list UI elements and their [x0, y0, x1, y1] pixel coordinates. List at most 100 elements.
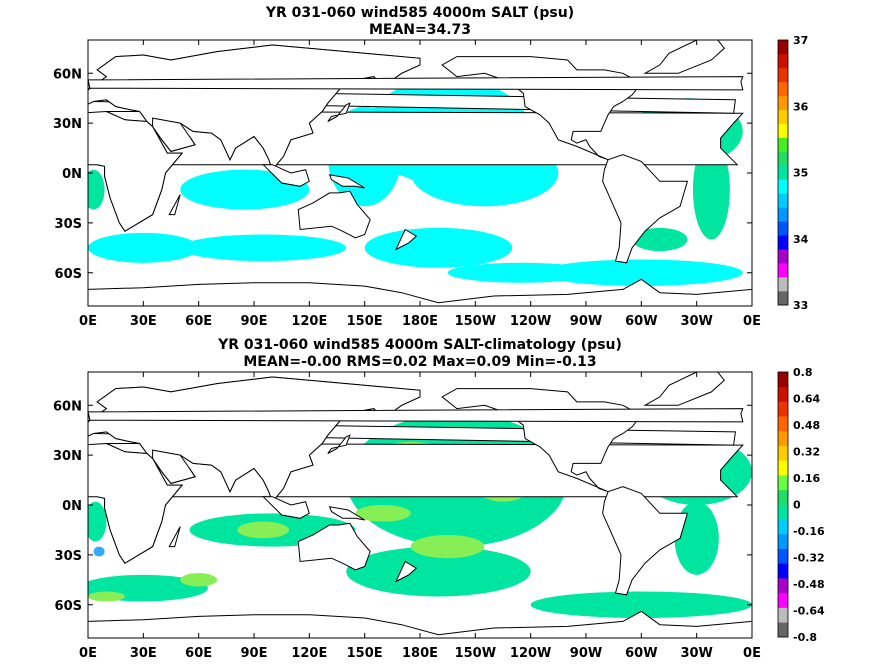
- y-tick-label: 60S: [55, 599, 82, 614]
- colorbar-swatch: [778, 179, 788, 194]
- colorbar-label: -0.32: [793, 552, 825, 565]
- x-tick-label: 150W: [455, 314, 496, 329]
- chart-subtitle: MEAN=-0.00 RMS=0.02 Max=0.09 Min=-0.13: [243, 354, 596, 370]
- colorbar-label: -0.16: [793, 525, 825, 538]
- coastline-japan: [327, 102, 351, 122]
- colorbar-label: 0.64: [793, 393, 820, 406]
- x-tick-label: 120W: [510, 314, 551, 329]
- coastline-antarctica: [88, 610, 752, 638]
- coastline-japan: [327, 434, 351, 454]
- colorbar-swatch: [778, 137, 788, 152]
- colorbar-swatch: [778, 430, 788, 446]
- field-patch: [530, 591, 752, 619]
- colorbar-swatch: [778, 263, 788, 278]
- colorbar-swatch: [778, 504, 788, 520]
- y-tick-label: 0N: [62, 499, 82, 514]
- y-axis: 60N 30N 0N 30S 60S: [53, 399, 752, 614]
- coastline-madagascar: [168, 194, 181, 216]
- colorbar-swatch: [778, 123, 788, 138]
- coastline-indonesia: [261, 496, 310, 519]
- colorbar-swatch: [778, 416, 788, 432]
- chart-subtitle: MEAN=34.73: [369, 22, 471, 38]
- field-patch: [93, 546, 105, 557]
- x-tick-label: 0E: [79, 314, 97, 329]
- field-patch: [674, 501, 719, 575]
- colorbar-swatch: [778, 401, 788, 417]
- y-tick-label: 30S: [55, 549, 82, 564]
- colorbar-swatch: [778, 475, 788, 491]
- colorbar-swatch: [778, 109, 788, 124]
- field-patch: [88, 591, 125, 602]
- x-tick-label: 90E: [241, 314, 268, 329]
- colorbar-label: 33: [793, 299, 808, 312]
- continents: [88, 40, 752, 306]
- colorbar-label: 34: [793, 233, 809, 246]
- chart-title: YR 031-060 wind585 4000m SALT (psu): [265, 5, 574, 21]
- y-tick-label: 60S: [55, 267, 82, 282]
- colorbar-swatch: [778, 533, 788, 549]
- y-axis: 60N 30N 0N 30S 60S: [53, 67, 752, 282]
- x-tick-label: 30W: [680, 646, 712, 661]
- colorbar-swatch: [778, 445, 788, 461]
- continents: [88, 372, 752, 638]
- colorbar-frame: [777, 39, 789, 306]
- x-tick-label: 150W: [455, 646, 496, 661]
- colorbar-label: 0.48: [793, 419, 820, 432]
- coastline-australia: [297, 190, 371, 239]
- coastline-south-america: [602, 486, 689, 596]
- colorbar-swatch: [778, 578, 788, 594]
- colorbar-swatch: [778, 460, 788, 476]
- x-tick-label: 0E: [743, 314, 761, 329]
- field-patch: [180, 573, 218, 587]
- colorbar-label: 0.32: [793, 446, 820, 459]
- coastline-africa-wrap: [88, 110, 184, 232]
- x-tick-label: 150E: [347, 646, 383, 661]
- panel-bottom: YR 031-060 wind585 4000m SALT-climatolog…: [53, 337, 825, 661]
- coastline-newguinea: [328, 506, 365, 521]
- field-patch: [237, 521, 290, 539]
- field-patch: [88, 169, 105, 210]
- colorbar-swatch: [778, 235, 788, 250]
- colorbar-frame: [777, 371, 789, 638]
- x-axis: 0E 30E 60E 90E 120E 150E 180E 150W 120W 90W 60W 30W…: [79, 372, 761, 661]
- y-tick-label: 60N: [53, 399, 82, 414]
- coastline-africa-wrap: [88, 442, 184, 564]
- colorbar-label: -0.8: [793, 631, 817, 644]
- x-tick-label: 180E: [402, 646, 438, 661]
- x-tick-label: 90W: [570, 646, 602, 661]
- x-tick-label: 120E: [291, 314, 327, 329]
- x-tick-label: 60W: [625, 314, 657, 329]
- y-tick-label: 60N: [53, 67, 82, 82]
- y-tick-label: 30S: [55, 217, 82, 232]
- colorbar-swatch: [778, 372, 788, 388]
- colorbar-swatch: [778, 67, 788, 83]
- chart-title: YR 031-060 wind585 4000m SALT-climatolog…: [217, 337, 622, 353]
- coastline-arabia-fill: [152, 449, 196, 484]
- colorbar-swatch: [778, 53, 788, 69]
- x-tick-label: 120W: [510, 646, 551, 661]
- coastline-uk: [88, 76, 744, 91]
- colorbar-swatch: [778, 151, 788, 166]
- colorbar-label: 36: [793, 100, 809, 113]
- field-patch: [88, 501, 107, 542]
- field-patch: [180, 234, 347, 262]
- field-patch: [632, 227, 688, 252]
- colorbar-swatch: [778, 249, 788, 264]
- x-tick-label: 60E: [185, 646, 212, 661]
- coastline-uk: [88, 408, 744, 423]
- coastline-newguinea: [328, 174, 365, 189]
- coastline-indonesia: [261, 164, 310, 187]
- colorbar-swatch: [778, 193, 788, 208]
- colorbar-label: -0.64: [793, 605, 825, 618]
- coastline-nz: [394, 560, 418, 583]
- colorbar-swatch: [778, 489, 788, 505]
- colorbar-label: 0.16: [793, 472, 820, 485]
- field-patch: [355, 505, 411, 522]
- panel-top: YR 031-060 wind585 4000m SALT (psu) MEAN…: [53, 5, 809, 329]
- colorbar-label: -0.48: [793, 578, 825, 591]
- colorbar: 0.8 0.64 0.48 0.32 0.16 0 -0.16 -0.32 -0.48 -0.64…: [777, 366, 825, 644]
- colorbar-swatch: [778, 207, 788, 222]
- colorbar: 37 36 35 34 33: [777, 34, 809, 312]
- colorbar-swatch: [778, 592, 788, 608]
